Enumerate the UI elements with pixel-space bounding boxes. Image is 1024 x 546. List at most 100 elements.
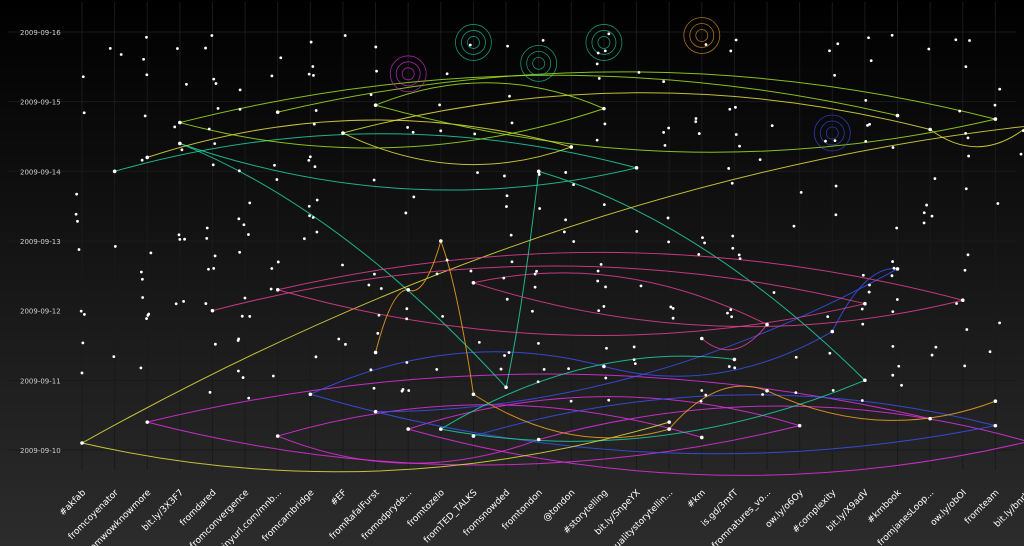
data-point[interactable] (271, 374, 275, 378)
data-point[interactable] (536, 380, 540, 384)
data-point[interactable] (963, 268, 967, 272)
data-point[interactable] (697, 253, 701, 256)
data-point[interactable] (542, 368, 546, 371)
data-point[interactable] (964, 187, 968, 191)
data-point[interactable] (596, 269, 600, 273)
data-point[interactable] (733, 366, 737, 370)
data-point[interactable] (895, 267, 900, 271)
data-point[interactable] (242, 223, 246, 227)
data-point[interactable] (703, 241, 707, 245)
data-point[interactable] (866, 123, 869, 127)
data-point[interactable] (238, 107, 242, 111)
data-point[interactable] (236, 339, 240, 342)
data-point[interactable] (632, 345, 636, 349)
data-point[interactable] (441, 314, 445, 318)
data-point[interactable] (860, 307, 864, 311)
data-point[interactable] (312, 74, 315, 77)
data-point[interactable] (535, 269, 538, 273)
data-point[interactable] (533, 285, 537, 289)
data-point[interactable] (564, 171, 568, 174)
data-point[interactable] (439, 239, 443, 243)
data-point[interactable] (734, 105, 737, 109)
data-point[interactable] (704, 43, 708, 46)
data-point[interactable] (341, 263, 344, 267)
data-point[interactable] (697, 132, 701, 135)
data-point[interactable] (238, 250, 242, 254)
data-point[interactable] (861, 322, 865, 326)
data-point[interactable] (213, 254, 217, 258)
data-point[interactable] (145, 317, 148, 320)
data-point[interactable] (312, 122, 316, 126)
data-point[interactable] (207, 127, 211, 131)
data-point[interactable] (726, 311, 729, 315)
data-point[interactable] (895, 226, 899, 230)
data-point[interactable] (178, 120, 182, 125)
data-point[interactable] (963, 364, 967, 368)
data-point[interactable] (140, 158, 144, 162)
data-point[interactable] (602, 106, 606, 111)
data-point[interactable] (211, 163, 215, 167)
data-point[interactable] (667, 126, 671, 130)
data-point[interactable] (960, 298, 965, 303)
data-point[interactable] (922, 221, 926, 225)
data-point[interactable] (891, 146, 895, 149)
data-point[interactable] (699, 336, 704, 341)
data-point[interactable] (765, 388, 769, 393)
data-point[interactable] (369, 368, 373, 372)
data-point[interactable] (248, 314, 252, 318)
data-point[interactable] (275, 434, 280, 438)
data-point[interactable] (379, 287, 383, 290)
data-point[interactable] (405, 361, 409, 364)
data-point[interactable] (204, 302, 208, 305)
data-point[interactable] (792, 224, 796, 228)
data-point[interactable] (737, 253, 741, 257)
data-point[interactable] (375, 69, 378, 73)
data-point[interactable] (81, 75, 85, 79)
data-point[interactable] (633, 362, 637, 365)
data-point[interactable] (180, 148, 184, 152)
data-point[interactable] (476, 171, 479, 174)
data-point[interactable] (373, 272, 376, 276)
data-point[interactable] (834, 184, 838, 188)
data-point[interactable] (738, 257, 742, 261)
data-point[interactable] (369, 93, 373, 97)
data-point[interactable] (669, 305, 673, 309)
data-point[interactable] (828, 351, 832, 355)
data-point[interactable] (861, 273, 865, 277)
data-point[interactable] (469, 269, 473, 273)
data-point[interactable] (468, 43, 472, 47)
data-point[interactable] (891, 373, 895, 377)
data-point[interactable] (210, 34, 214, 37)
data-point[interactable] (728, 107, 732, 111)
data-point[interactable] (275, 178, 279, 181)
data-point[interactable] (372, 386, 376, 390)
data-point[interactable] (694, 117, 698, 120)
data-point[interactable] (632, 358, 636, 362)
data-point[interactable] (867, 290, 871, 294)
data-point[interactable] (541, 38, 545, 42)
data-point[interactable] (895, 113, 900, 118)
data-point[interactable] (185, 82, 188, 86)
data-point[interactable] (237, 169, 241, 173)
data-point[interactable] (439, 129, 443, 133)
data-point[interactable] (537, 342, 540, 345)
data-point[interactable] (445, 258, 449, 262)
data-point[interactable] (734, 38, 738, 42)
data-point[interactable] (74, 212, 78, 216)
data-point[interactable] (367, 283, 371, 287)
data-point[interactable] (891, 345, 895, 348)
data-point[interactable] (343, 34, 347, 37)
data-point[interactable] (471, 434, 476, 438)
data-point[interactable] (637, 70, 641, 74)
data-point[interactable] (933, 177, 937, 180)
data-point[interactable] (922, 211, 926, 215)
data-point[interactable] (868, 283, 871, 287)
data-point[interactable] (964, 132, 968, 135)
data-point[interactable] (145, 73, 149, 77)
data-point[interactable] (236, 369, 240, 373)
data-point[interactable] (373, 350, 378, 355)
data-point[interactable] (536, 437, 541, 442)
data-point[interactable] (734, 133, 738, 136)
data-point[interactable] (313, 165, 317, 169)
data-point[interactable] (602, 305, 606, 308)
